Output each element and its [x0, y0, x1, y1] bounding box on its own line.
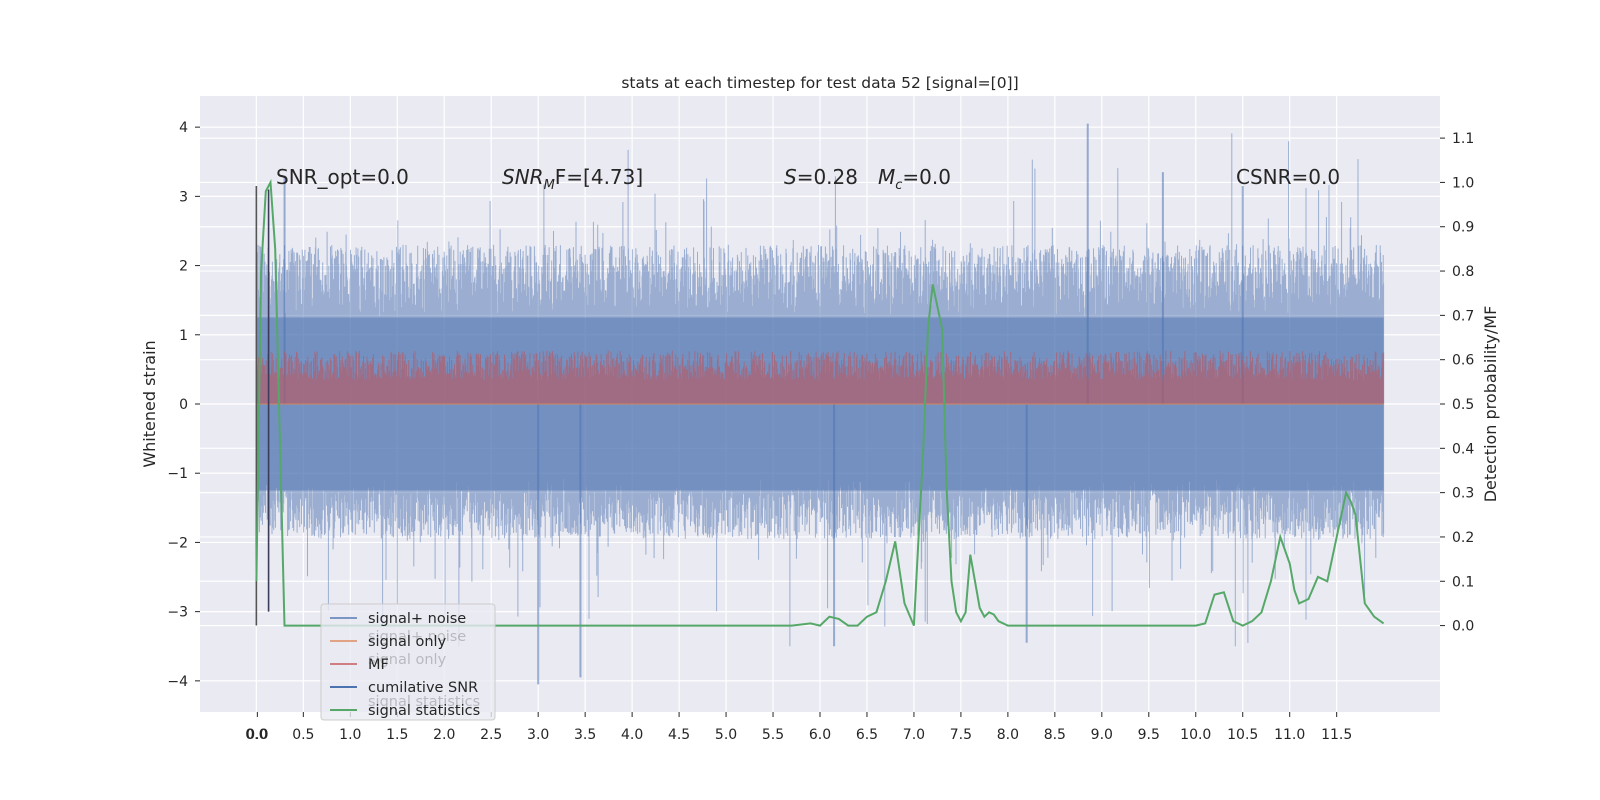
x-tick-label-5: 2.0 [433, 727, 455, 743]
annotation-snr-mf-tail: F=[4.73] [555, 165, 643, 189]
y-axis-title: Whitened strain [140, 340, 159, 467]
x-tick-label-14: 6.5 [856, 727, 878, 743]
y-tick-label-7: −3 [167, 605, 188, 621]
signal-statistics-line [255, 178, 1385, 627]
y-tick-label-6: −2 [167, 535, 188, 551]
annotation-mc-sub: c [895, 178, 902, 193]
x-tick-label-24: 11.5 [1321, 727, 1352, 743]
annotation-csnr: CSNR=0.0 [1236, 165, 1340, 189]
x-tick-label-19: 9.0 [1091, 727, 1113, 743]
x-tick-label-7: 3.0 [527, 727, 549, 743]
annotation-s-tail: =0.28 [797, 165, 858, 189]
x-tick-label-16: 7.5 [950, 727, 972, 743]
legend-label-3: cumilative SNR [368, 680, 478, 696]
y2-tick-label-11: 0.0 [1452, 619, 1474, 635]
x-tick-label-20: 9.5 [1138, 727, 1160, 743]
x-tick-label-9: 4.0 [621, 727, 643, 743]
x-tick-label-18: 8.5 [1044, 727, 1066, 743]
y-tick-label-4: 0 [179, 397, 188, 413]
x-tick-label-10: 4.5 [668, 727, 690, 743]
y-tick-label-3: 1 [179, 328, 188, 344]
legend-label-4: signal statistics [368, 703, 480, 719]
annotation-mc: Mc=0.0 [878, 165, 951, 193]
data-layer [255, 123, 1385, 685]
y2-tick-label-8: 0.3 [1452, 486, 1474, 502]
y2-tick-label-4: 0.7 [1452, 308, 1474, 324]
annotation-snr-mf-sub: M [544, 178, 555, 193]
y2-tick-label-1: 1.0 [1452, 175, 1474, 191]
x-tick-label-12: 5.5 [762, 727, 784, 743]
y2-tick-label-9: 0.2 [1452, 530, 1474, 546]
annotation-snr-opt: SNR_opt=0.0 [276, 165, 409, 189]
x-tick-label-22: 10.5 [1227, 727, 1258, 743]
legend-box [320, 603, 496, 721]
annotation-mc-tail: =0.0 [902, 165, 951, 189]
annotations: SNR_opt=0.0 SNRMF=[4.73] S=0.28 Mc=0.0 C… [276, 165, 1340, 193]
x-tick-label-8: 3.5 [574, 727, 596, 743]
annotation-s-main: S [784, 165, 797, 189]
x-tick-label-6: 2.5 [480, 727, 502, 743]
x-tick-label-3: 1.0 [339, 727, 361, 743]
y-tick-label-8: −4 [167, 674, 188, 690]
x-tick-label-0: 0.0 [245, 727, 267, 743]
x-tick-label-1: 0.0 [246, 727, 268, 743]
ticks: 0.0 0.0 0.5 1.0 1.5 2.0 2.5 3.0 3.5 4.0 4.5 5.0 5.5 6… [167, 120, 1474, 743]
x-tick-label-17: 8.0 [997, 727, 1019, 743]
annotation-s: S=0.28 [784, 165, 858, 189]
x-tick-label-13: 6.0 [809, 727, 831, 743]
annotation-mc-main: M [878, 165, 895, 189]
annotation-snr-mf: SNRMF=[4.73] [502, 165, 643, 193]
y2-tick-label-5: 0.6 [1452, 353, 1474, 369]
y2-tick-label-7: 0.4 [1452, 441, 1474, 457]
legend-label-0: signal+ noise [368, 611, 466, 627]
x-tick-label-15: 7.0 [903, 727, 925, 743]
plot-title: stats at each timestep for test data 52 … [621, 74, 1018, 92]
legend-ghost-label-0: signal+ noise [368, 629, 466, 645]
y2-tick-label-10: 0.1 [1452, 574, 1474, 590]
y-tick-label-5: −1 [167, 466, 188, 482]
y2-tick-label-6: 0.5 [1452, 397, 1474, 413]
x-tick-label-2: 0.5 [292, 727, 314, 743]
y-tick-label-2: 2 [179, 259, 188, 275]
y2-axis-title: Detection probability/MF [1481, 306, 1500, 503]
x-tick-label-21: 10.0 [1180, 727, 1211, 743]
y2-tick-label-0: 1.1 [1452, 131, 1474, 147]
y-tick-label-1: 3 [179, 189, 188, 205]
annotation-snr-mf-main: SNR [502, 165, 544, 189]
legend-ghost-label-1: signal only [368, 652, 447, 668]
y-tick-label-0: 4 [179, 120, 188, 136]
x-tick-label-23: 11.0 [1274, 727, 1305, 743]
y2-tick-label-2: 0.9 [1452, 220, 1474, 236]
legend-label-1: signal only [368, 634, 447, 650]
legend-ghost-label-2: signal statistics [368, 694, 480, 710]
x-tick-label-11: 5.0 [715, 727, 737, 743]
legend-label-2: MF [368, 657, 389, 673]
x-tick-label-4: 1.5 [386, 727, 408, 743]
y2-tick-label-3: 0.8 [1452, 264, 1474, 280]
